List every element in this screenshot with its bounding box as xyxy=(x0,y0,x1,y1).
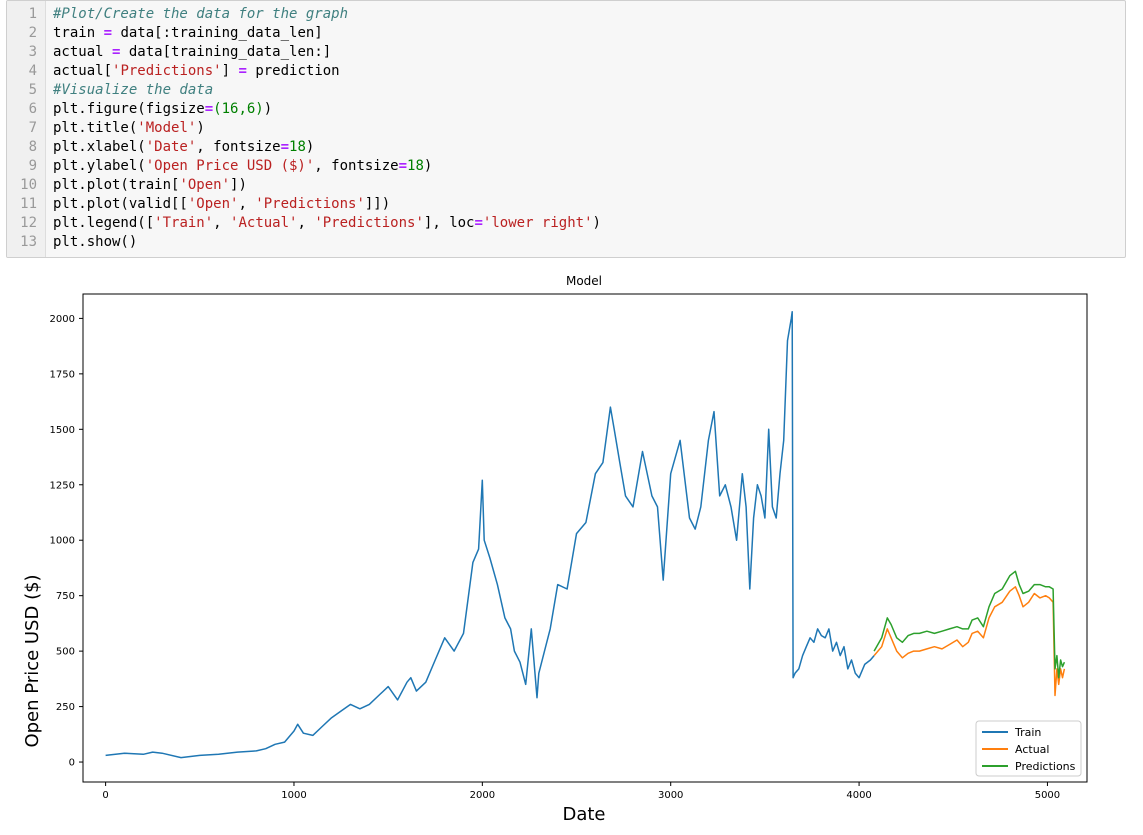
y-tick-label: 250 xyxy=(56,702,75,713)
x-tick-label: 1000 xyxy=(281,790,306,801)
code-text: plt.plot(valid[['Open', 'Predictions']]) xyxy=(53,196,391,212)
y-tick-label: 750 xyxy=(56,591,75,602)
code-cell[interactable]: 1 #Plot/Create the data for the graph 2 tra… xyxy=(6,0,1126,258)
x-tick-label: 3000 xyxy=(658,790,683,801)
series-line-predictions xyxy=(873,570,1066,679)
code-text: #Visualize the data xyxy=(53,82,214,98)
line-number-gutter xyxy=(7,1,46,257)
code-line[interactable]: 4 actual['Predictions'] = prediction xyxy=(7,62,1125,81)
code-text: plt.show() xyxy=(53,234,138,250)
code-text: plt.ylabel('Open Price USD ($)', fontsiz… xyxy=(53,158,433,174)
code-line[interactable]: 3 actual = data[training_data_len:] xyxy=(7,43,1125,62)
code-line[interactable]: 2 train = data[:training_data_len] xyxy=(7,24,1125,43)
series-layer xyxy=(105,310,1066,759)
series-line-train xyxy=(105,310,875,759)
line-number: 2 xyxy=(28,25,37,41)
x-tick-label: 0 xyxy=(102,790,108,801)
code-text: train = data[:training_data_len] xyxy=(53,25,323,41)
x-tick-label: 4000 xyxy=(846,790,871,801)
code-line[interactable]: 12 plt.legend(['Train', 'Actual', 'Predic… xyxy=(7,214,1125,233)
code-line[interactable]: 9 plt.ylabel('Open Price USD ($)', fontsi… xyxy=(7,157,1125,176)
y-tick-label: 1750 xyxy=(50,369,75,380)
line-number: 13 xyxy=(20,234,37,250)
y-tick-label: 1000 xyxy=(50,536,75,547)
code-text: actual['Predictions'] = prediction xyxy=(53,63,340,79)
code-text: plt.xlabel('Date', fontsize=18) xyxy=(53,139,315,155)
output-chart: 0 1000 2000 3000 4000 5000 0 250 500 750 1000 1250 1… xyxy=(22,274,1088,825)
legend-label-predictions: Predictions xyxy=(1015,760,1076,773)
code-text: #Plot/Create the data for the graph xyxy=(53,6,349,22)
plot-area-border xyxy=(82,293,1088,783)
code-line[interactable]: 8 plt.xlabel('Date', fontsize=18) xyxy=(7,138,1125,157)
line-number: 3 xyxy=(28,44,37,60)
code-line[interactable]: 13 plt.show() xyxy=(7,233,1125,252)
line-number: 10 xyxy=(20,177,37,193)
legend: Train Actual Predictions xyxy=(975,720,1082,777)
legend-box xyxy=(975,720,1082,777)
ticks-layer: 0 1000 2000 3000 4000 5000 0 250 500 750 1000 1250 1… xyxy=(50,314,1061,801)
line-number: 6 xyxy=(28,101,37,117)
line-number: 7 xyxy=(28,120,37,136)
y-tick-label: 500 xyxy=(56,647,75,658)
code-line[interactable]: 6 plt.figure(figsize=(16,6)) xyxy=(7,100,1125,119)
y-tick-label: 0 xyxy=(69,758,75,769)
line-number: 11 xyxy=(20,196,37,212)
line-number: 5 xyxy=(28,82,37,98)
line-number: 8 xyxy=(28,139,37,155)
line-number: 1 xyxy=(28,6,37,22)
code-line[interactable]: 7 plt.title('Model') xyxy=(7,119,1125,138)
line-number: 4 xyxy=(28,63,37,79)
y-tick-label: 1500 xyxy=(50,425,75,436)
x-axis-label: Date xyxy=(562,804,605,825)
x-tick-label: 2000 xyxy=(470,790,495,801)
code-line[interactable]: 10 plt.plot(train['Open']) xyxy=(7,176,1125,195)
code-text: plt.plot(train['Open']) xyxy=(53,177,247,193)
line-number: 9 xyxy=(28,158,37,174)
axes-frame xyxy=(82,293,1088,783)
y-tick-label: 1250 xyxy=(50,480,75,491)
code-line[interactable]: 11 plt.plot(valid[['Open', 'Predictions']… xyxy=(7,195,1125,214)
code-line[interactable]: 5 #Visualize the data xyxy=(7,81,1125,100)
code-line[interactable]: 1 #Plot/Create the data for the graph xyxy=(7,5,1125,24)
code-text: actual = data[training_data_len:] xyxy=(53,44,332,60)
chart-title: Model xyxy=(566,274,602,288)
line-number: 12 xyxy=(20,215,37,231)
series-line-actual xyxy=(873,586,1066,697)
legend-label-actual: Actual xyxy=(1015,743,1049,756)
legend-label-train: Train xyxy=(1014,726,1041,739)
x-tick-label: 5000 xyxy=(1035,790,1060,801)
code-text: plt.figure(figsize=(16,6)) xyxy=(53,101,273,117)
code-text: plt.title('Model') xyxy=(53,120,205,136)
code-editor[interactable]: 1 #Plot/Create the data for the graph 2 tra… xyxy=(7,5,1125,252)
y-tick-label: 2000 xyxy=(50,314,75,325)
code-text: plt.legend(['Train', 'Actual', 'Predicti… xyxy=(53,215,601,231)
y-axis-label: Open Price USD ($) xyxy=(22,574,43,747)
